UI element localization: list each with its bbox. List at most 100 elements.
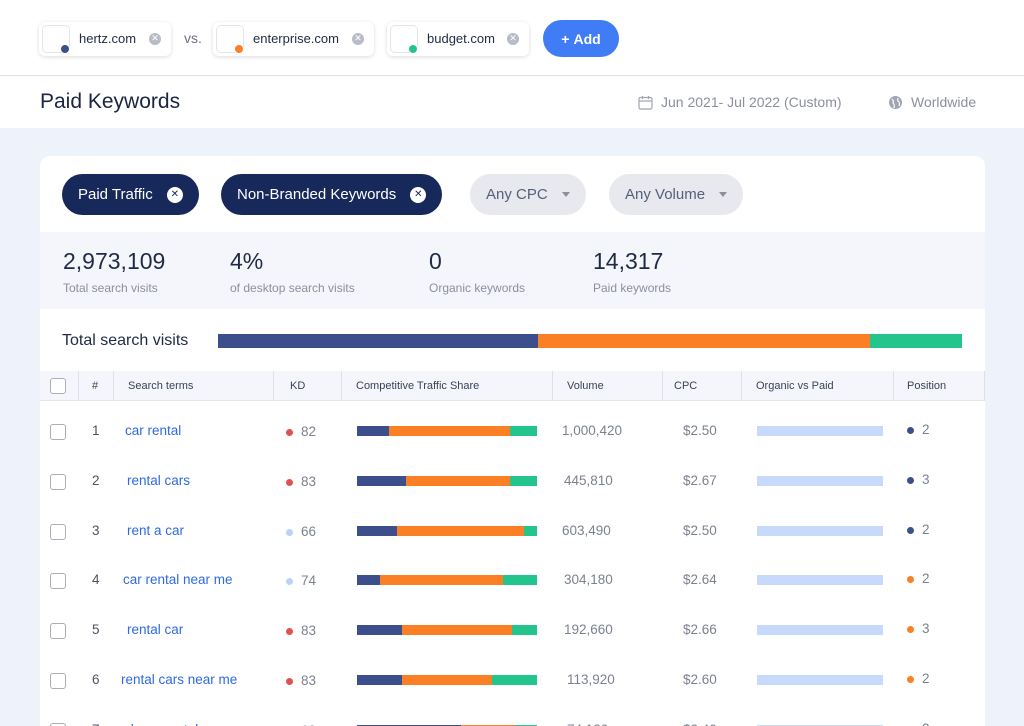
competitor-bar: hertz.com ✕ vs. enterprise.com ✕ budget.… — [0, 0, 1024, 76]
position-number: 2 — [922, 521, 930, 537]
remove-filter-icon[interactable]: ✕ — [166, 186, 183, 203]
volume-value: 304,180 — [564, 572, 613, 588]
row-number: 1 — [92, 423, 100, 438]
row-checkbox[interactable] — [50, 573, 66, 590]
competitor-color-dot — [234, 44, 244, 54]
enterprise-share-segment — [396, 525, 525, 536]
table-row[interactable]: 1 car rental 82 1,000,420 $2.50 2 — [40, 406, 985, 456]
kd-value: 74 — [286, 573, 316, 588]
stat-desktop-share: 4% of desktop search visits — [230, 248, 355, 295]
add-competitor-button[interactable]: + Add — [543, 20, 619, 57]
competitive-traffic-share-bar — [357, 426, 537, 436]
competitive-traffic-share-bar — [357, 525, 537, 536]
hertz-share-segment — [357, 575, 381, 586]
column-header-organic-vs-paid[interactable]: Organic vs Paid — [756, 380, 834, 392]
search-term-link[interactable]: car rental — [125, 423, 182, 438]
row-number: 4 — [92, 572, 100, 588]
hertz-share-segment — [218, 334, 538, 348]
search-term-link[interactable]: car rental near me — [123, 572, 233, 588]
position-competitor-dot — [907, 675, 914, 683]
organic-vs-paid-bar — [757, 575, 883, 586]
stat-total-visits: 2,973,109 Total search visits — [63, 248, 165, 295]
column-header-position[interactable]: Position — [907, 380, 947, 392]
search-term-link[interactable]: rental cars — [127, 472, 191, 488]
budget-share-segment — [492, 675, 537, 685]
remove-competitor-icon[interactable]: ✕ — [149, 33, 161, 45]
filter-label: Non-Branded Keywords — [237, 186, 397, 203]
competitor-domain: hertz.com — [79, 31, 137, 46]
position-value: 2 — [907, 721, 930, 726]
organic-vs-paid-bar — [757, 426, 883, 436]
table-row[interactable]: 4 car rental near me 74 304,180 $2.64 2 — [40, 555, 985, 605]
column-header-search-terms[interactable]: Search terms — [128, 380, 194, 392]
search-term-link[interactable]: rental car — [127, 622, 184, 638]
row-checkbox[interactable] — [50, 523, 66, 540]
budget-share-segment — [515, 724, 537, 726]
row-checkbox[interactable] — [50, 673, 66, 689]
kd-difficulty-dot — [286, 478, 293, 486]
cpc-value: $2.50 — [683, 423, 717, 438]
table-row[interactable]: 7 cheap rental 62 74,120 $2.40 2 — [40, 705, 985, 726]
row-checkbox[interactable] — [50, 424, 66, 440]
position-number: 2 — [922, 721, 930, 726]
position-number: 3 — [922, 621, 930, 637]
cpc-value: $2.40 — [683, 722, 717, 726]
column-header-kd[interactable]: KD — [290, 380, 306, 392]
remove-filter-icon[interactable]: ✕ — [410, 186, 427, 203]
budget-share-segment — [509, 475, 537, 486]
position-number: 2 — [922, 422, 930, 437]
column-header-volume[interactable]: Volume — [567, 380, 604, 392]
position-value: 2 — [907, 522, 930, 537]
column-header-number[interactable]: # — [92, 380, 99, 392]
total-visits-share-row: Total search visits — [40, 309, 985, 371]
competitor-chip-enterprise[interactable]: enterprise.com ✕ — [213, 22, 374, 56]
search-term-link[interactable]: rent a car — [127, 522, 185, 538]
column-divider — [78, 371, 79, 401]
kd-number: 83 — [301, 623, 317, 639]
column-divider — [741, 371, 742, 401]
kd-value: 83 — [286, 673, 316, 688]
column-header-traffic-share[interactable]: Competitive Traffic Share — [356, 380, 480, 392]
competitive-traffic-share-bar — [357, 675, 537, 685]
enterprise-share-segment — [402, 625, 512, 636]
kd-number: 83 — [301, 673, 317, 688]
filter-non-branded[interactable]: Non-Branded Keywords ✕ — [221, 174, 443, 215]
remove-competitor-icon[interactable]: ✕ — [507, 33, 519, 45]
enterprise-share-segment — [402, 675, 492, 685]
enterprise-share-segment — [405, 475, 510, 486]
stat-label: Organic keywords — [429, 281, 526, 295]
remove-competitor-icon[interactable]: ✕ — [352, 33, 364, 45]
region-selector[interactable]: Worldwide — [888, 94, 976, 110]
position-competitor-dot — [907, 476, 914, 484]
row-checkbox[interactable] — [50, 473, 66, 490]
kd-difficulty-dot — [286, 578, 293, 586]
competitive-traffic-share-bar — [357, 575, 537, 586]
table-row[interactable]: 6 rental cars near me 83 113,920 $2.60 2 — [40, 655, 985, 705]
filter-paid-traffic[interactable]: Paid Traffic ✕ — [62, 174, 199, 215]
volume-dropdown[interactable]: Any Volume — [609, 174, 744, 215]
kd-number: 74 — [301, 573, 317, 589]
table-row[interactable]: 2 rental cars 83 445,810 $2.67 3 — [40, 456, 985, 506]
competitor-domain: enterprise.com — [253, 31, 339, 46]
kd-difficulty-dot — [286, 628, 293, 636]
search-term-link[interactable]: rental cars near me — [121, 672, 238, 687]
table-row[interactable]: 5 rental car 83 192,660 $2.66 3 — [40, 605, 985, 655]
date-range-picker[interactable]: Jun 2021- Jul 2022 (Custom) — [638, 94, 842, 110]
select-all-checkbox[interactable] — [50, 378, 66, 394]
row-checkbox[interactable] — [50, 722, 66, 726]
volume-value: 1,000,420 — [562, 423, 623, 438]
kd-number: 62 — [301, 723, 316, 726]
column-header-cpc[interactable]: CPC — [674, 380, 698, 392]
vs-label: vs. — [184, 30, 202, 46]
cpc-dropdown[interactable]: Any CPC — [470, 174, 586, 215]
competitor-chip-budget[interactable]: budget.com ✕ — [387, 22, 529, 56]
row-number: 3 — [92, 522, 100, 538]
competitor-chip-hertz[interactable]: hertz.com ✕ — [39, 22, 171, 56]
table-row[interactable]: 3 rent a car 66 603,490 $2.50 2 — [40, 506, 985, 556]
search-term-link[interactable]: cheap rental — [124, 722, 198, 726]
enterprise-share-segment — [389, 426, 510, 436]
row-checkbox[interactable] — [50, 623, 66, 640]
total-visits-share-bar — [218, 334, 962, 348]
cpc-value: $2.64 — [683, 572, 717, 588]
kd-value: 66 — [286, 524, 316, 539]
